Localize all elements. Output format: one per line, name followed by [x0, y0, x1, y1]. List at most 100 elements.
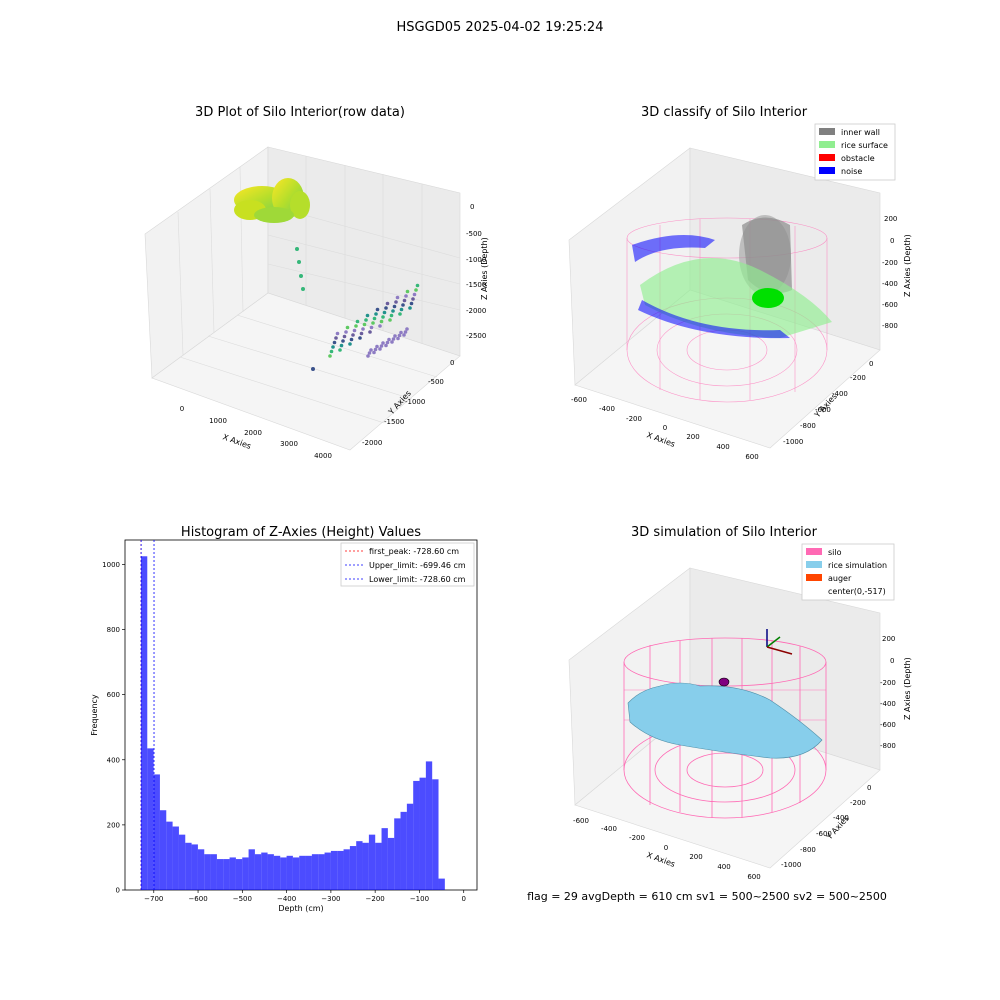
histogram-bar: [425, 761, 433, 890]
histogram-bar: [356, 841, 363, 890]
raw-point: [378, 324, 382, 328]
raw-point: [388, 318, 392, 322]
raw-point: [331, 345, 335, 349]
raw-ytick: -1000: [405, 398, 425, 406]
raw-point: [375, 307, 380, 312]
histogram-bar: [311, 854, 319, 890]
raw-point: [354, 324, 358, 328]
histogram-bar: [248, 849, 255, 890]
histogram-xtick-label: −300: [321, 895, 340, 903]
histogram-bar: [330, 850, 338, 890]
raw-point: [349, 337, 354, 342]
noise-points: [632, 235, 790, 339]
panel-raw-title: 3D Plot of Silo Interior(row data): [195, 105, 405, 120]
classify-xtick: -200: [626, 415, 642, 423]
raw-point: [334, 336, 338, 340]
histogram-xtick-label: −100: [410, 895, 429, 903]
histogram-xtick-label: 0: [461, 895, 465, 903]
classify-xtick: 400: [716, 443, 729, 451]
raw-points: [295, 247, 315, 371]
raw-point: [394, 300, 398, 304]
histogram-bar: [273, 855, 281, 890]
classify-ytick: -800: [800, 422, 816, 430]
classify-ytick: -600: [815, 406, 831, 414]
histogram-ytick-label: 400: [107, 756, 120, 764]
classify-ytick: 0: [869, 360, 873, 368]
simulation-ztick: 200: [882, 635, 895, 643]
raw-point: [391, 337, 396, 341]
panel-simulation-3d: 3D simulation of Silo Interior silo rice: [568, 525, 912, 881]
simulation-xtick: -600: [573, 817, 589, 825]
histogram-bars: [140, 556, 445, 890]
raw-ztick: -2500: [466, 332, 486, 340]
classify-legend: inner wall rice surface obstacle noise: [814, 123, 896, 181]
raw-point: [385, 301, 390, 306]
raw-point: [384, 306, 388, 310]
legend-label: silo: [828, 548, 842, 557]
histogram-bar: [318, 854, 325, 890]
raw-ztick: 0: [470, 203, 474, 211]
simulation-ytick: -800: [800, 846, 816, 854]
classify-ztick: -200: [882, 259, 898, 267]
raw-point: [393, 334, 397, 338]
histogram-ytick-label: 200: [107, 821, 120, 829]
auger-axes-glyph: [766, 629, 793, 655]
histogram-xlabel: Depth (cm): [278, 904, 323, 913]
histogram-ylabel: Frequency: [90, 694, 99, 736]
raw-point: [339, 343, 344, 348]
raw-xtick: 0: [180, 405, 184, 413]
histogram-bar: [210, 854, 217, 890]
raw-yticks: 0 -500 -1000 -1500 -2000: [362, 359, 454, 447]
raw-point: [351, 333, 355, 337]
classify-xtick: -600: [571, 396, 587, 404]
histogram-bar: [438, 878, 445, 890]
raw-point: [389, 313, 394, 318]
histogram-bar: [375, 842, 382, 890]
raw-point: [399, 330, 403, 335]
histogram-bar: [305, 855, 312, 890]
raw-point: [344, 330, 348, 334]
raw-zticks: 0 -500 -1000 -1500 -2000 -2500: [466, 203, 486, 340]
raw-point: [395, 295, 400, 300]
histogram-bar: [191, 844, 198, 890]
histogram-yticks: 0 200 400 600 800 1000: [102, 561, 125, 895]
histogram-bar: [166, 821, 173, 890]
raw-point: [399, 307, 404, 312]
classify-xtick: 0: [663, 424, 667, 432]
raw-point: [384, 343, 388, 348]
raw-point: [402, 298, 407, 303]
raw-point: [391, 309, 395, 313]
simulation-legend: silo rice simulation auger center(0,-517…: [801, 543, 895, 601]
simulation-ytick: 0: [867, 784, 871, 792]
histogram-xtick-label: −200: [366, 895, 385, 903]
raw-point: [367, 351, 372, 355]
raw-point: [409, 301, 414, 306]
raw-point: [392, 304, 397, 309]
simulation-ztick: -200: [880, 679, 896, 687]
histogram-bar: [159, 810, 167, 890]
histogram-bar: [178, 834, 186, 890]
histogram-bar: [267, 854, 274, 890]
raw-point: [361, 327, 365, 331]
histogram-bar: [343, 849, 350, 890]
histogram-bar: [362, 842, 369, 890]
panel-simulation-title: 3D simulation of Silo Interior: [631, 525, 818, 540]
raw-point: [381, 315, 385, 319]
raw-point: [366, 354, 370, 358]
histogram-xtick-label: −600: [188, 895, 207, 903]
histogram-bar: [172, 826, 179, 890]
histogram-bar: [197, 849, 205, 890]
histogram-bar: [286, 855, 293, 890]
classify-ytick: -400: [832, 390, 848, 398]
raw-ztick: -2000: [466, 307, 486, 315]
raw-point: [342, 334, 347, 339]
classify-ztick: 0: [890, 237, 894, 245]
raw-point: [401, 303, 405, 307]
histogram-bar: [406, 803, 414, 890]
simulation-ztick: -600: [880, 721, 896, 729]
raw-point: [368, 330, 372, 334]
histogram-bar: [381, 828, 388, 890]
raw-point: [341, 339, 345, 343]
histogram-bar: [368, 834, 376, 890]
panel-histogram: Histogram of Z-Axies (Height) Values −70…: [90, 525, 478, 913]
